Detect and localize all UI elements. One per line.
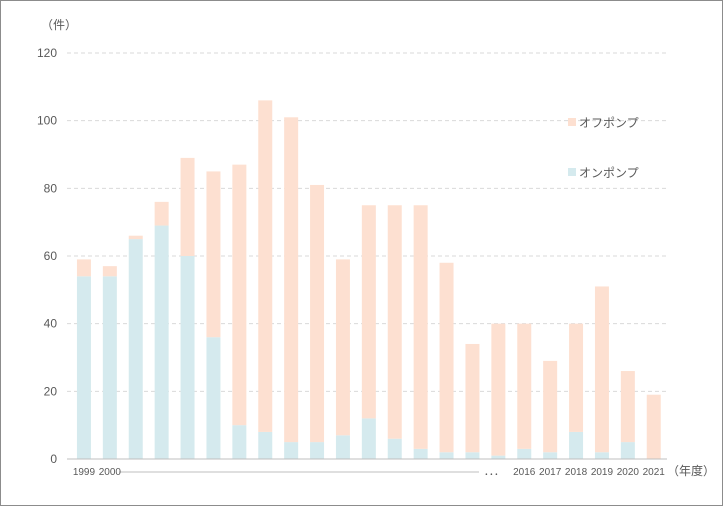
bar-off-pump-10 (335, 259, 350, 436)
bar-off-pump-5 (206, 171, 221, 338)
x-category-label: 2000 (99, 467, 122, 478)
y-tick-label: 100 (37, 114, 57, 128)
x-category-label: 2018 (565, 467, 588, 478)
bar-off-pump-18 (543, 360, 558, 453)
legend-swatch-on-pump (568, 168, 576, 176)
bar-on-pump-3 (154, 225, 169, 459)
bar-on-pump-1 (102, 276, 117, 459)
bar-off-pump-17 (517, 323, 532, 449)
bar-off-pump-15 (465, 343, 480, 453)
x-category-label: 1999 (73, 467, 96, 478)
y-tick-label: 40 (44, 317, 58, 331)
legend-label-off-pump: オフポンプ (579, 116, 639, 130)
bar-off-pump-6 (232, 164, 247, 426)
bar-on-pump-15 (465, 452, 480, 459)
bar-on-pump-5 (206, 337, 221, 459)
y-axis-tick-labels: 0 20 40 60 80 100 120 (37, 46, 57, 466)
bar-off-pump-16 (491, 323, 506, 456)
bar-on-pump-8 (284, 442, 299, 459)
bar-on-pump-18 (543, 452, 558, 459)
bar-off-pump-4 (180, 157, 195, 256)
bar-on-pump-21 (620, 442, 635, 459)
bar-off-pump-8 (284, 117, 299, 443)
bars (76, 100, 661, 459)
bar-off-pump-7 (258, 100, 273, 432)
bar-on-pump-9 (310, 442, 325, 459)
x-category-label: 2021 (643, 467, 666, 478)
bar-on-pump-4 (180, 256, 195, 459)
y-tick-label: 120 (37, 46, 57, 60)
legend-swatch-off-pump (568, 118, 576, 126)
bar-on-pump-14 (439, 452, 454, 459)
x-axis-category-labels: 1999 2000 2016 2017 2018 2019 2020 2021 (73, 467, 665, 478)
bar-on-pump-0 (76, 276, 91, 459)
x-category-label: 2016 (513, 467, 536, 478)
y-tick-label: 0 (50, 452, 57, 466)
bar-off-pump-13 (413, 205, 428, 449)
bar-off-pump-1 (102, 266, 117, 277)
bar-off-pump-2 (128, 235, 143, 240)
bar-on-pump-13 (413, 448, 428, 459)
bar-on-pump-19 (569, 431, 584, 459)
bar-on-pump-7 (258, 431, 273, 459)
y-axis-unit-label: （件） (41, 18, 77, 32)
x-axis-unit-label: （年度） (667, 463, 715, 478)
x-category-label: 2019 (591, 467, 614, 478)
bar-on-pump-10 (335, 435, 350, 459)
bar-on-pump-17 (517, 448, 532, 459)
bar-on-pump-2 (128, 239, 143, 459)
bar-on-pump-6 (232, 425, 247, 459)
bar-off-pump-22 (646, 394, 661, 459)
bar-off-pump-3 (154, 201, 169, 226)
bar-off-pump-0 (76, 259, 91, 277)
bar-on-pump-11 (361, 418, 376, 459)
y-tick-label: 20 (44, 384, 58, 398)
bar-off-pump-14 (439, 262, 454, 453)
bar-off-pump-12 (387, 205, 402, 439)
axis-break-marker: ．．． (484, 467, 504, 478)
x-category-label: 2020 (617, 467, 640, 478)
bar-off-pump-20 (594, 286, 609, 453)
bar-off-pump-21 (620, 371, 635, 443)
bar-off-pump-11 (361, 205, 376, 419)
y-tick-label: 60 (44, 249, 58, 263)
legend-label-on-pump: オンポンプ (579, 166, 639, 180)
bar-on-pump-20 (594, 452, 609, 459)
bar-off-pump-9 (310, 184, 325, 443)
y-tick-label: 80 (44, 181, 58, 195)
bar-on-pump-12 (387, 438, 402, 459)
x-category-label: 2017 (539, 467, 562, 478)
bar-off-pump-19 (569, 323, 584, 432)
bar-on-pump-16 (491, 455, 506, 459)
